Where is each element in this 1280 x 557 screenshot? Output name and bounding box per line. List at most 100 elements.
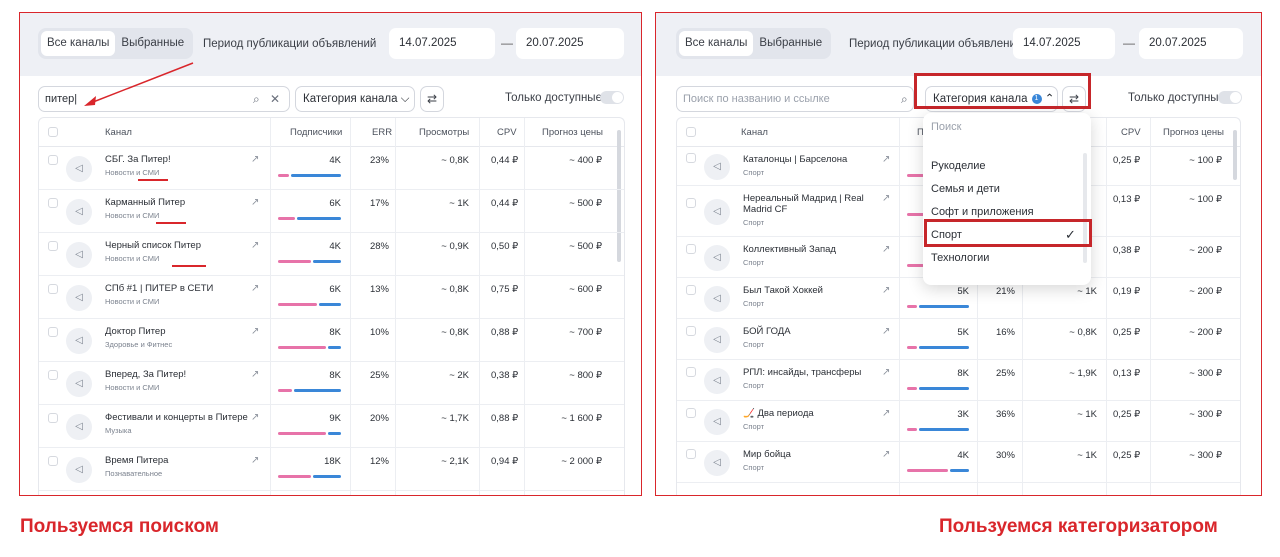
table-row[interactable]: ◁ Карманный Питер Новости и СМИ ↗ 6K 17% ~ 1K 0…: [39, 190, 624, 233]
dropdown-search-input[interactable]: Поиск: [931, 121, 962, 133]
col-price-forecast[interactable]: Прогноз цены: [1163, 127, 1224, 138]
row-checkbox[interactable]: [686, 366, 696, 377]
col-cpv[interactable]: CPV: [1121, 127, 1141, 138]
select-all-checkbox[interactable]: [48, 127, 58, 137]
col-channel[interactable]: Канал: [741, 127, 768, 138]
table-row[interactable]: ◁ СБГ. За Питер! Новости и СМИ ↗ 4K 23% ~ 0,8K…: [39, 147, 624, 190]
row-checkbox[interactable]: [686, 243, 696, 254]
table-row[interactable]: ◁ Был Такой Хоккей Спорт ↗ 5K 21% ~ 1K 0,19 ₽ ~ …: [677, 278, 1240, 319]
row-checkbox[interactable]: [48, 455, 58, 466]
external-link-icon[interactable]: ↗: [251, 240, 260, 251]
external-link-icon[interactable]: ↗: [251, 369, 260, 380]
channel-name[interactable]: Был Такой Хоккей: [743, 285, 823, 296]
row-checkbox[interactable]: [686, 407, 696, 418]
channel-category: Спорт: [743, 168, 765, 177]
col-err[interactable]: ERR: [372, 127, 393, 138]
search-input[interactable]: Поиск по названию и ссылке: [676, 86, 914, 112]
channel-name[interactable]: Каталонцы | Барселона: [743, 154, 848, 165]
row-checkbox[interactable]: [48, 154, 58, 165]
select-all-checkbox[interactable]: [686, 127, 696, 137]
row-checkbox[interactable]: [48, 240, 58, 251]
date-from-input[interactable]: 14.07.2025: [1013, 28, 1115, 59]
table-scrollbar[interactable]: [1233, 130, 1237, 180]
search-input[interactable]: питер|: [38, 86, 290, 112]
channel-name[interactable]: Доктор Питер: [105, 326, 166, 337]
channel-name[interactable]: Карманный Питер: [105, 197, 186, 208]
table-row[interactable]: ◁ БОЙ ГОДА Спорт ↗ 5K 16% ~ 0,8K 0,25 ₽ ~ 200 ₽: [677, 319, 1240, 360]
col-subscribers[interactable]: Подписчики: [290, 127, 343, 138]
channel-name[interactable]: Время Питера: [105, 455, 169, 466]
search-icon[interactable]: ⌕: [253, 92, 260, 106]
channel-name[interactable]: 🏒 Два периода: [743, 408, 814, 419]
tab-all-channels[interactable]: Все каналы: [679, 31, 754, 56]
only-available-toggle[interactable]: [1218, 91, 1242, 104]
tab-selected[interactable]: Выбранные: [759, 37, 823, 49]
col-channel[interactable]: Канал: [105, 127, 132, 138]
external-link-icon[interactable]: ↗: [882, 193, 891, 204]
external-link-icon[interactable]: ↗: [251, 412, 260, 423]
close-icon[interactable]: ✕: [270, 92, 281, 106]
row-checkbox[interactable]: [686, 448, 696, 459]
external-link-icon[interactable]: ↗: [882, 326, 891, 337]
external-link-icon[interactable]: ↗: [882, 408, 891, 419]
channel-name[interactable]: Вперед, За Питер!: [105, 369, 187, 380]
row-checkbox[interactable]: [686, 284, 696, 295]
channel-name[interactable]: Мир бойца: [743, 449, 791, 460]
row-checkbox[interactable]: [48, 326, 58, 337]
dropdown-item-software[interactable]: Софт и приложения: [931, 206, 1034, 218]
channel-name[interactable]: СБГ. За Питер!: [105, 154, 171, 165]
channel-name[interactable]: Коллективный Запад: [743, 244, 836, 255]
tab-all-channels[interactable]: Все каналы: [41, 31, 116, 56]
col-price-forecast[interactable]: Прогноз цены: [542, 127, 603, 138]
channel-name[interactable]: РПЛ: инсайды, трансферы: [743, 367, 862, 378]
external-link-icon[interactable]: ↗: [251, 326, 260, 337]
table-row[interactable]: ◁ Время Питера Познавательное ↗ 18K 12% ~ 2,1K…: [39, 448, 624, 491]
table-row[interactable]: ◁ Вперед, За Питер! Новости и СМИ ↗ 8K 25% ~ 2…: [39, 362, 624, 405]
channel-name[interactable]: Черный список Питер: [105, 240, 202, 251]
external-link-icon[interactable]: ↗: [251, 197, 260, 208]
filter-settings-icon[interactable]: ⇄: [420, 86, 444, 112]
external-link-icon[interactable]: ↗: [251, 154, 260, 165]
channel-name[interactable]: Нереальный Мадрид | Real Madrid CF: [743, 193, 864, 215]
date-to-input[interactable]: 20.07.2025: [1139, 28, 1243, 59]
dropdown-scrollbar[interactable]: [1083, 153, 1087, 263]
search-icon[interactable]: ⌕: [901, 92, 908, 106]
external-link-icon[interactable]: ↗: [251, 455, 260, 466]
date-to-input[interactable]: 20.07.2025: [516, 28, 624, 59]
external-link-icon[interactable]: ↗: [882, 367, 891, 378]
external-link-icon[interactable]: ↗: [882, 449, 891, 460]
external-link-icon[interactable]: ↗: [882, 244, 891, 255]
table-row[interactable]: ◁ СПб #1 | ПИТЕР в СЕТИ Новости и СМИ ↗ 6K 13…: [39, 276, 624, 319]
col-cpv[interactable]: CPV: [497, 127, 517, 138]
external-link-icon[interactable]: ↗: [882, 285, 891, 296]
dropdown-item-family[interactable]: Семья и дети: [931, 183, 1000, 195]
date-from-input[interactable]: 14.07.2025: [389, 28, 495, 59]
dropdown-item-tech[interactable]: Технологии: [931, 252, 990, 264]
col-views[interactable]: Просмотры: [419, 127, 470, 138]
table-row[interactable]: ◁ Фестивали и концерты в Питере Музыка ↗ 9K 2…: [39, 405, 624, 448]
category-dropdown[interactable]: Категория канала ⌵: [295, 86, 415, 112]
table-row[interactable]: ◁ Черный список Питер Новости и СМИ ↗ 4K 28% ~…: [39, 233, 624, 276]
channel-name[interactable]: БОЙ ГОДА: [743, 326, 791, 337]
row-checkbox[interactable]: [48, 283, 58, 294]
table-scrollbar[interactable]: [617, 130, 621, 262]
channel-name[interactable]: Фестивали и концерты в Питере: [105, 412, 248, 423]
row-checkbox[interactable]: [686, 152, 696, 163]
row-checkbox[interactable]: [686, 325, 696, 336]
col-subscribers[interactable]: П: [917, 127, 924, 138]
external-link-icon[interactable]: ↗: [251, 283, 260, 294]
table-row[interactable]: ◁ 🏒 Два периода Спорт ↗ 3K 36% ~ 1K 0,25 ₽ ~ 300…: [677, 401, 1240, 442]
row-checkbox[interactable]: [48, 412, 58, 423]
channel-name[interactable]: СПб #1 | ПИТЕР в СЕТИ: [105, 283, 214, 294]
row-checkbox[interactable]: [48, 369, 58, 380]
table-row[interactable]: ◁ Мир бойца Спорт ↗ 4K 30% ~ 1K 0,25 ₽ ~ 300 ₽: [677, 442, 1240, 483]
dropdown-item-sport[interactable]: Спорт: [931, 229, 962, 241]
only-available-toggle[interactable]: [600, 91, 624, 104]
dropdown-item-handmade[interactable]: Рукоделие: [931, 160, 986, 172]
external-link-icon[interactable]: ↗: [882, 154, 891, 165]
table-row[interactable]: ◁ Доктор Питер Здоровье и Фитнес ↗ 8K 10% ~ 0,…: [39, 319, 624, 362]
row-checkbox[interactable]: [48, 197, 58, 208]
table-row[interactable]: ◁ РПЛ: инсайды, трансферы Спорт ↗ 8K 25% ~ 1,9…: [677, 360, 1240, 401]
row-checkbox[interactable]: [686, 197, 696, 208]
tab-selected[interactable]: Выбранные: [121, 37, 185, 49]
